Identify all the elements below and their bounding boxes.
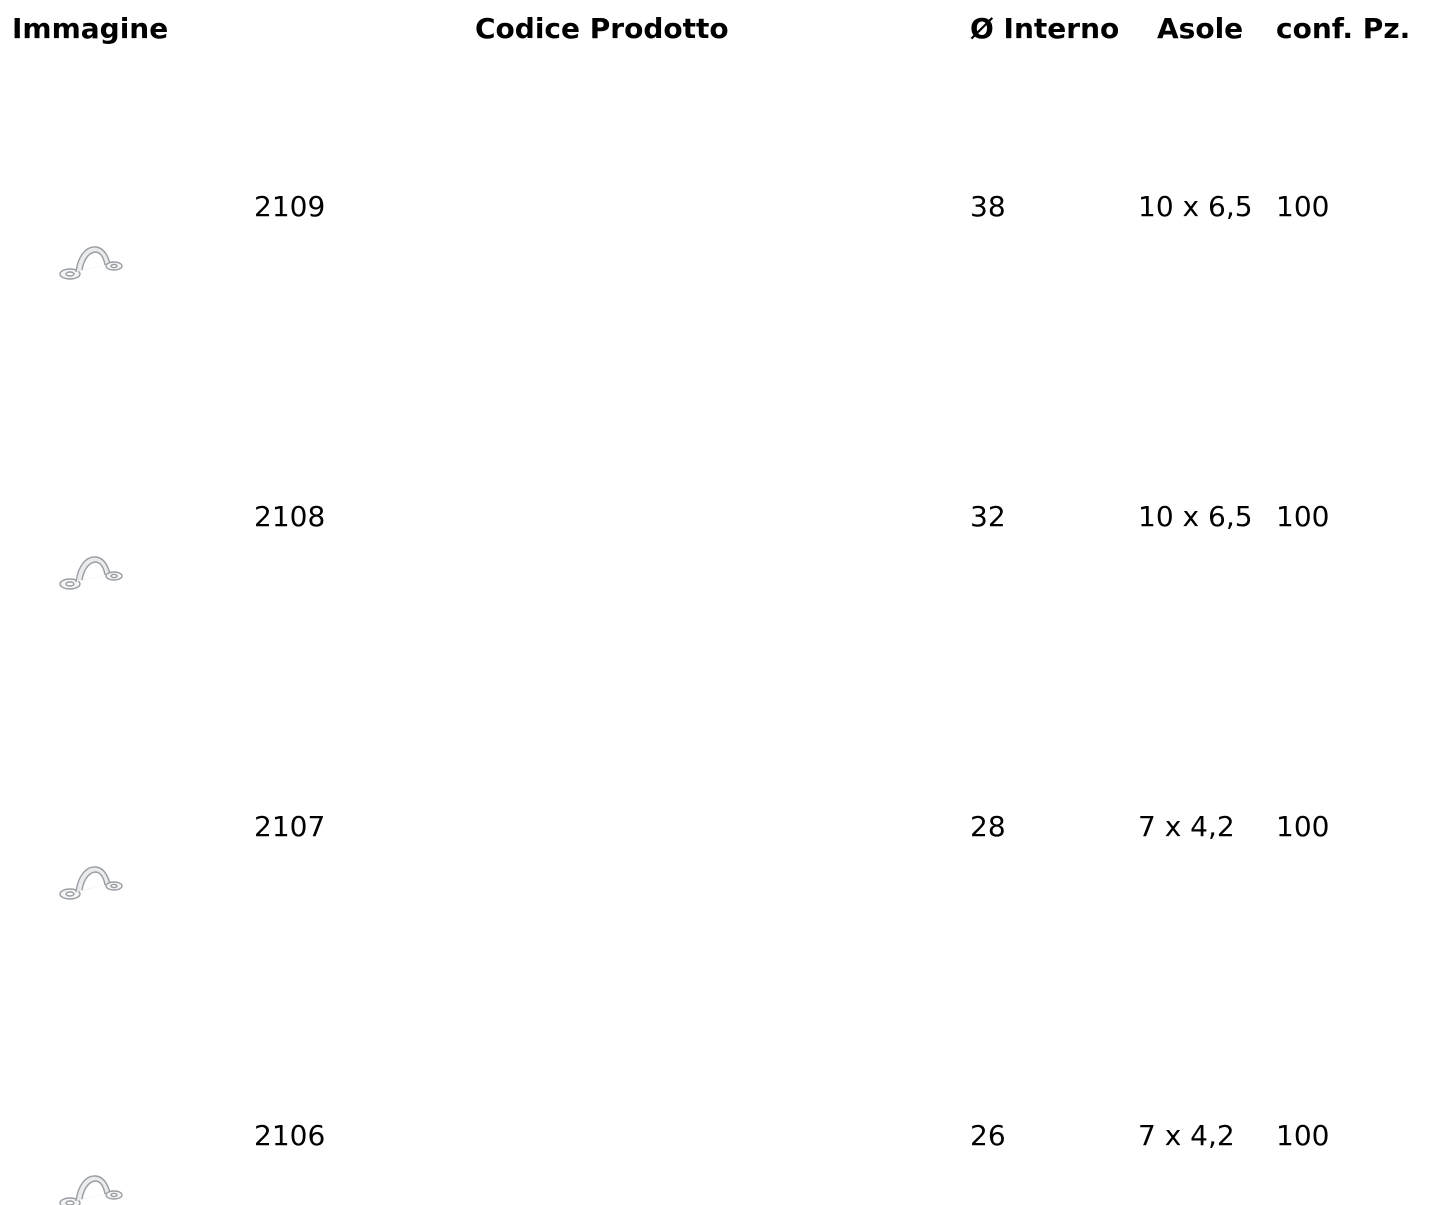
pack-quantity: 100: [1276, 810, 1330, 843]
slots: 10 x 6,5: [1138, 190, 1253, 223]
table-row: 2107 28 7 x 4,2 100: [0, 810, 1434, 1120]
table-header: Immagine Codice Prodotto Ø Interno Asole…: [0, 10, 1434, 50]
pipe-clamp-icon[interactable]: [56, 238, 126, 284]
slots: 7 x 4,2: [1138, 810, 1235, 843]
header-image: Immagine: [12, 12, 169, 45]
inner-diameter: 38: [970, 190, 1006, 223]
table-row: 2109 38 10 x 6,5 100: [0, 190, 1434, 500]
slots: 7 x 4,2: [1138, 1119, 1235, 1152]
header-slots: Asole: [1157, 12, 1244, 45]
pack-quantity: 100: [1276, 1119, 1330, 1152]
product-code: 2106: [254, 1119, 326, 1152]
header-product-code: Codice Prodotto: [475, 12, 729, 45]
slots: 10 x 6,5: [1138, 500, 1253, 533]
inner-diameter: 28: [970, 810, 1006, 843]
header-inner-diameter: Ø Interno: [970, 12, 1120, 45]
product-code: 2109: [254, 190, 326, 223]
pipe-clamp-icon[interactable]: [56, 858, 126, 904]
pipe-clamp-icon[interactable]: [56, 1167, 126, 1205]
product-code: 2107: [254, 810, 326, 843]
inner-diameter: 32: [970, 500, 1006, 533]
table-row: 2106 26 7 x 4,2 100: [0, 1119, 1434, 1205]
pack-quantity: 100: [1276, 190, 1330, 223]
pipe-clamp-icon[interactable]: [56, 548, 126, 594]
product-code: 2108: [254, 500, 326, 533]
table-row: 2108 32 10 x 6,5 100: [0, 500, 1434, 810]
pack-quantity: 100: [1276, 500, 1330, 533]
header-pack-quantity: conf. Pz.: [1276, 12, 1411, 45]
inner-diameter: 26: [970, 1119, 1006, 1152]
